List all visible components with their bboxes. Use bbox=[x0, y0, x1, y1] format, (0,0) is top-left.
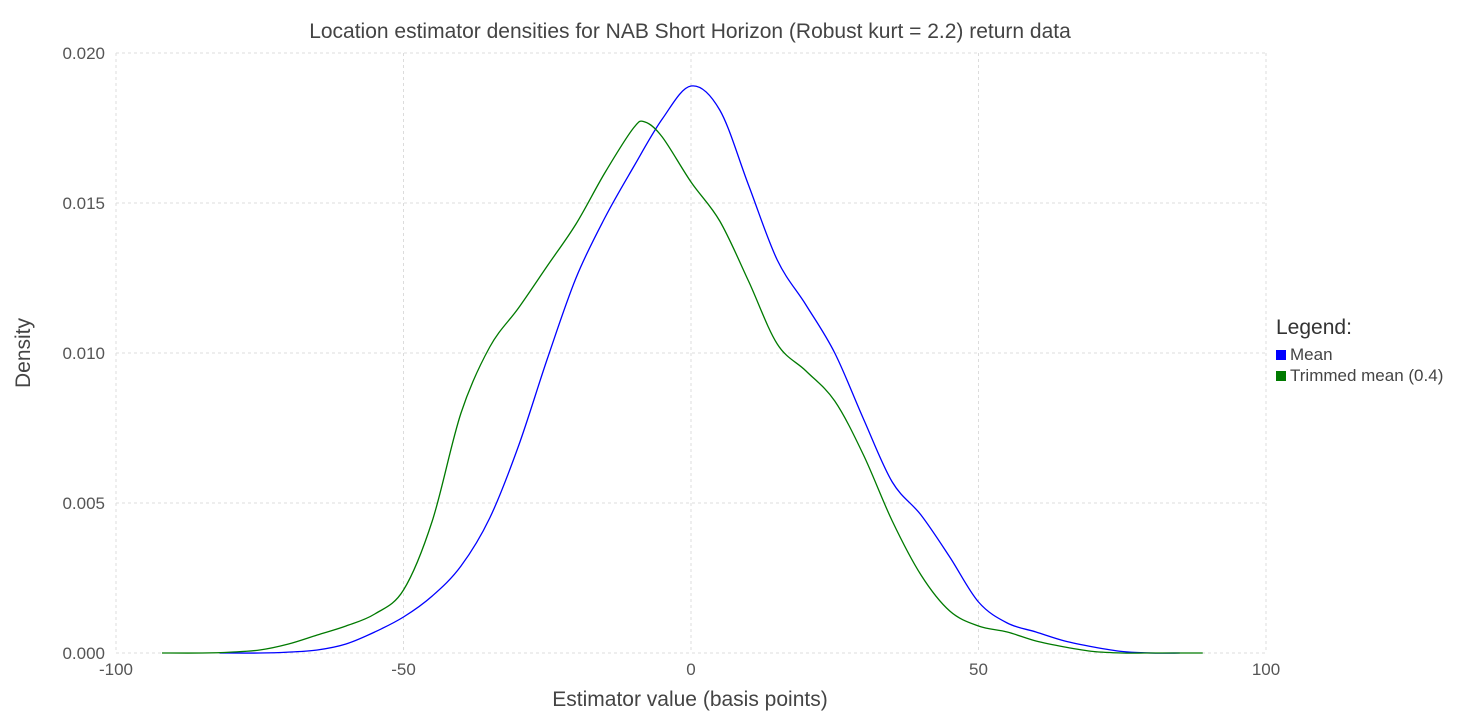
series-line-trimmed-mean-0-4 bbox=[161, 120, 1203, 654]
y-tick-label: 0.020 bbox=[62, 44, 105, 63]
chart-title: Location estimator densities for NAB Sho… bbox=[309, 20, 1071, 43]
legend-swatch bbox=[1276, 370, 1286, 381]
legend-item-mean: Mean bbox=[1276, 344, 1443, 365]
legend-swatch bbox=[1276, 349, 1286, 360]
legend-label: Mean bbox=[1290, 344, 1333, 364]
y-axis-ticks: 0.000 0.005 0.010 0.015 0.020 bbox=[62, 44, 105, 663]
x-tick-label: 100 bbox=[1252, 660, 1280, 679]
x-axis-title: Estimator value (basis points) bbox=[552, 688, 827, 711]
legend-label: Trimmed mean (0.4) bbox=[1290, 365, 1444, 385]
y-tick-label: 0.000 bbox=[62, 644, 105, 663]
x-tick-label: 0 bbox=[686, 660, 695, 679]
legend-items: Mean Trimmed mean (0.4) bbox=[1276, 344, 1443, 386]
series-lines bbox=[161, 85, 1203, 654]
x-tick-label: -50 bbox=[391, 660, 416, 679]
y-axis-title: Density bbox=[12, 317, 35, 388]
legend-title: Legend: bbox=[1276, 316, 1352, 339]
y-tick-label: 0.005 bbox=[62, 494, 105, 513]
legend: Legend: Mean Trimmed mean (0.4) bbox=[1276, 316, 1443, 386]
legend-item-trimmed-mean-0-4: Trimmed mean (0.4) bbox=[1276, 365, 1443, 386]
x-tick-label: -100 bbox=[99, 660, 133, 679]
y-tick-label: 0.015 bbox=[62, 194, 105, 213]
series-line-mean bbox=[219, 85, 1180, 654]
grid bbox=[115, 52, 1267, 654]
y-tick-label: 0.010 bbox=[62, 344, 105, 363]
x-tick-label: 50 bbox=[969, 660, 988, 679]
x-axis-ticks: -100 -50 0 50 100 bbox=[99, 660, 1280, 679]
